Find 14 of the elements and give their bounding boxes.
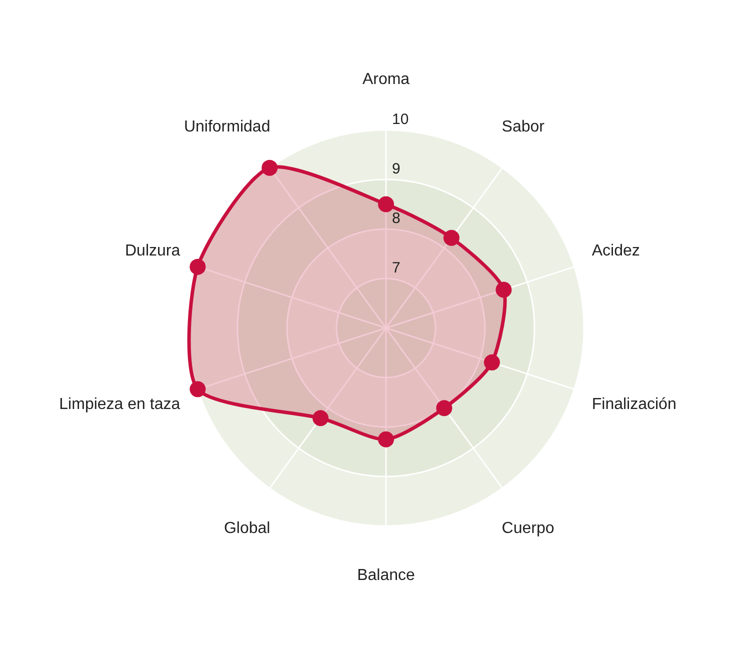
spoke-label: Finalización [592, 396, 676, 413]
spoke-label: Acidez [592, 242, 640, 260]
spoke-label: Cuerpo [502, 520, 554, 537]
spoke-label: Dulzura [124, 242, 180, 260]
spoke-label: Balance [357, 567, 416, 584]
y-tick-label: 9 [392, 160, 400, 178]
y-tick-label: 10 [392, 111, 409, 128]
spoke-label: Sabor [502, 118, 546, 136]
y-tick-label: 8 [392, 210, 400, 227]
spoke-label: Uniformidad [184, 118, 270, 136]
spoke-label: Limpieza en taza [59, 396, 180, 413]
y-tick-label: 7 [392, 260, 400, 276]
spoke-label: Global [224, 520, 270, 537]
spoke-label: Aroma [362, 71, 410, 88]
